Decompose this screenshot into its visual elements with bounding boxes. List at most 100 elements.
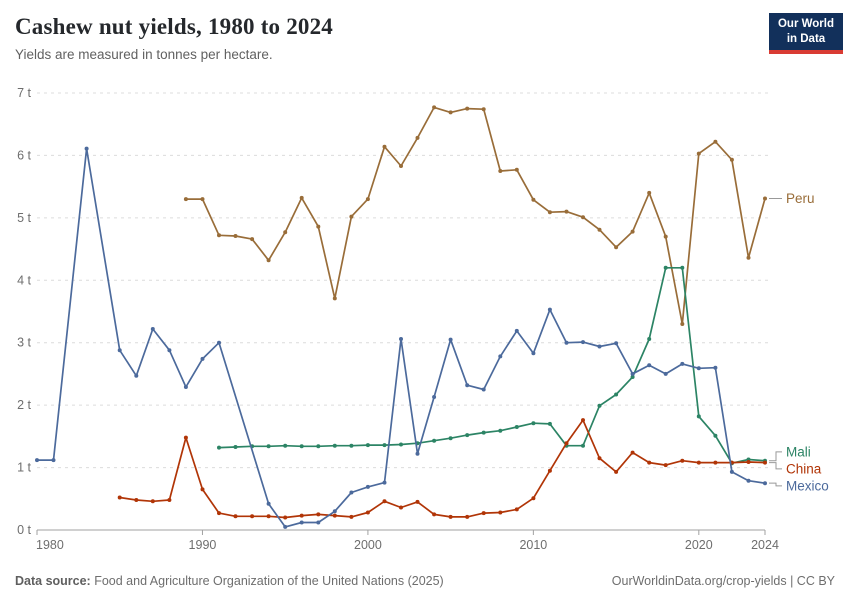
data-point xyxy=(663,463,668,468)
data-point xyxy=(382,144,387,149)
data-point xyxy=(399,337,403,341)
data-point xyxy=(415,451,420,456)
data-point xyxy=(233,514,238,519)
legend-label-mali[interactable]: Mali xyxy=(786,444,811,459)
data-point xyxy=(200,356,205,361)
chart-footer: Data source: Food and Agriculture Organi… xyxy=(15,574,835,588)
data-point xyxy=(432,105,437,110)
line-mali[interactable] xyxy=(218,266,766,465)
data-point xyxy=(150,327,155,331)
data-point xyxy=(514,507,519,512)
data-source-label: Data source: xyxy=(15,574,91,588)
data-source-note: Data source: Food and Agriculture Organi… xyxy=(15,574,444,588)
data-point xyxy=(117,348,122,353)
data-source-text: Food and Agriculture Organization of the… xyxy=(90,574,444,588)
legend-label-china[interactable]: China xyxy=(786,461,822,476)
data-point xyxy=(597,344,602,349)
data-point xyxy=(597,456,602,461)
data-point xyxy=(365,484,370,489)
data-point xyxy=(134,373,139,378)
data-point xyxy=(299,444,304,449)
data-point xyxy=(167,348,172,353)
data-point xyxy=(581,215,585,220)
data-point xyxy=(432,512,437,517)
data-point xyxy=(51,458,56,463)
line-peru[interactable] xyxy=(185,106,766,325)
data-point xyxy=(316,444,321,449)
data-point xyxy=(266,514,271,519)
owid-logo-line2: in Data xyxy=(786,32,826,45)
legend-connector xyxy=(769,462,782,470)
line-chart-canvas[interactable]: 0 t 1 t 2 t 3 t 4 t 5 t 6 t 7 t 1980 1990 2000 2010… xyxy=(0,75,850,565)
legend-connector xyxy=(769,482,782,487)
data-point xyxy=(349,490,354,495)
data-point xyxy=(349,443,354,448)
data-point xyxy=(680,361,685,366)
data-point xyxy=(581,340,585,345)
data-point xyxy=(647,190,652,195)
data-point xyxy=(283,515,288,520)
page-title: Cashew nut yields, 1980 to 2024 xyxy=(15,14,334,39)
markers-china xyxy=(117,418,767,520)
data-point xyxy=(630,375,635,379)
data-point xyxy=(134,498,139,502)
data-point xyxy=(465,433,470,438)
data-point xyxy=(448,436,453,441)
line-china[interactable] xyxy=(119,419,766,519)
data-point xyxy=(531,496,536,501)
footer-link[interactable]: OurWorldinData.org/crop-yields | CC BY xyxy=(611,574,835,588)
legend-connector xyxy=(769,451,782,462)
data-point xyxy=(630,450,635,455)
data-point xyxy=(432,438,437,443)
data-point xyxy=(547,210,552,215)
owid-logo[interactable]: Our World in Data xyxy=(769,13,843,54)
data-point xyxy=(647,337,652,341)
data-point xyxy=(498,428,503,433)
data-point xyxy=(696,460,701,465)
y-tick-label: 7 t xyxy=(17,86,31,100)
data-point xyxy=(283,230,288,235)
data-point xyxy=(150,499,155,504)
data-point xyxy=(465,106,470,111)
data-point xyxy=(283,524,288,529)
data-point xyxy=(647,460,652,465)
data-point xyxy=(465,514,470,519)
data-point xyxy=(581,418,585,423)
data-point xyxy=(547,307,552,312)
data-point xyxy=(299,513,304,518)
data-point xyxy=(498,510,503,515)
data-point xyxy=(663,371,668,376)
data-point xyxy=(729,469,734,474)
data-point xyxy=(481,511,486,516)
data-point xyxy=(614,245,619,250)
x-tick-label: 2000 xyxy=(354,538,382,552)
data-point xyxy=(696,414,701,419)
data-point xyxy=(217,445,221,450)
y-tick-label: 6 t xyxy=(17,148,31,162)
data-point xyxy=(647,363,652,368)
data-point xyxy=(597,403,602,408)
data-point xyxy=(531,351,536,356)
data-point xyxy=(547,421,552,426)
data-point xyxy=(614,469,619,474)
data-point xyxy=(415,499,420,504)
data-point xyxy=(514,425,519,429)
data-point xyxy=(663,234,668,239)
data-point xyxy=(696,366,701,371)
x-tick-label: 2020 xyxy=(685,538,713,552)
data-point xyxy=(614,341,619,346)
markers-mexico xyxy=(35,146,767,529)
data-point xyxy=(713,460,718,465)
data-point xyxy=(365,510,370,515)
legend-label-peru[interactable]: Peru xyxy=(786,191,815,206)
data-point xyxy=(746,255,751,260)
data-point xyxy=(564,340,569,345)
legend-label-mexico[interactable]: Mexico xyxy=(786,478,829,493)
data-point xyxy=(399,442,403,447)
data-point xyxy=(183,385,188,389)
data-point xyxy=(349,514,354,519)
data-point xyxy=(746,460,751,464)
data-point xyxy=(729,157,734,162)
data-point xyxy=(481,430,486,435)
y-tick-label: 5 t xyxy=(17,211,31,225)
